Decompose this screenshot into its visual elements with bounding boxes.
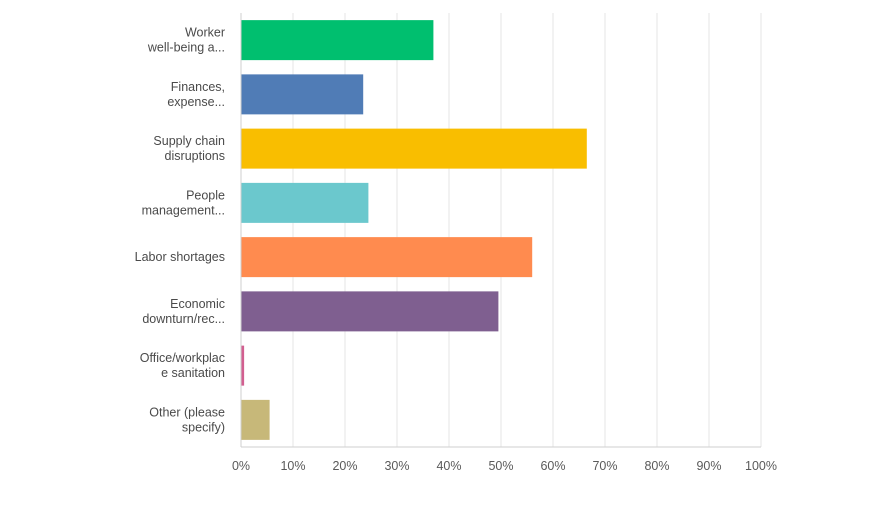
bar[interactable] <box>241 399 270 440</box>
bar[interactable] <box>241 20 434 61</box>
category-label: Supply chain <box>153 134 225 148</box>
x-tick-label: 70% <box>592 459 617 473</box>
bar[interactable] <box>241 74 364 115</box>
bar[interactable] <box>241 182 369 223</box>
x-axis-tick-labels: 0% 10% 20% 30% 40% 50% 60% 70% 80% 90% 100% <box>232 459 777 473</box>
category-label: People <box>186 188 225 202</box>
x-tick-label: 100% <box>745 459 777 473</box>
category-label: management... <box>142 203 225 217</box>
category-label: Office/workplac <box>140 351 225 365</box>
category-label: Finances, <box>171 80 225 94</box>
x-tick-label: 10% <box>280 459 305 473</box>
category-label: Worker <box>185 26 225 40</box>
bar[interactable] <box>241 128 587 169</box>
x-tick-label: 80% <box>644 459 669 473</box>
category-label: Other (please <box>149 405 225 419</box>
x-tick-label: 30% <box>384 459 409 473</box>
category-label: downturn/rec... <box>142 312 225 326</box>
category-label: disruptions <box>165 149 225 163</box>
x-tick-label: 20% <box>332 459 357 473</box>
category-label: Labor shortages <box>135 250 225 264</box>
x-tick-label: 40% <box>436 459 461 473</box>
bar[interactable] <box>241 291 499 332</box>
x-tick-label: 50% <box>488 459 513 473</box>
bars <box>241 20 587 440</box>
x-tick-label: 90% <box>696 459 721 473</box>
x-tick-label: 0% <box>232 459 250 473</box>
category-label: specify) <box>182 420 225 434</box>
category-label: expense... <box>167 95 225 109</box>
category-label: well-being a... <box>147 41 225 55</box>
x-tick-label: 60% <box>540 459 565 473</box>
category-label: e sanitation <box>161 366 225 380</box>
bar[interactable] <box>241 237 533 278</box>
bar[interactable] <box>241 345 245 386</box>
category-label: Economic <box>170 297 225 311</box>
